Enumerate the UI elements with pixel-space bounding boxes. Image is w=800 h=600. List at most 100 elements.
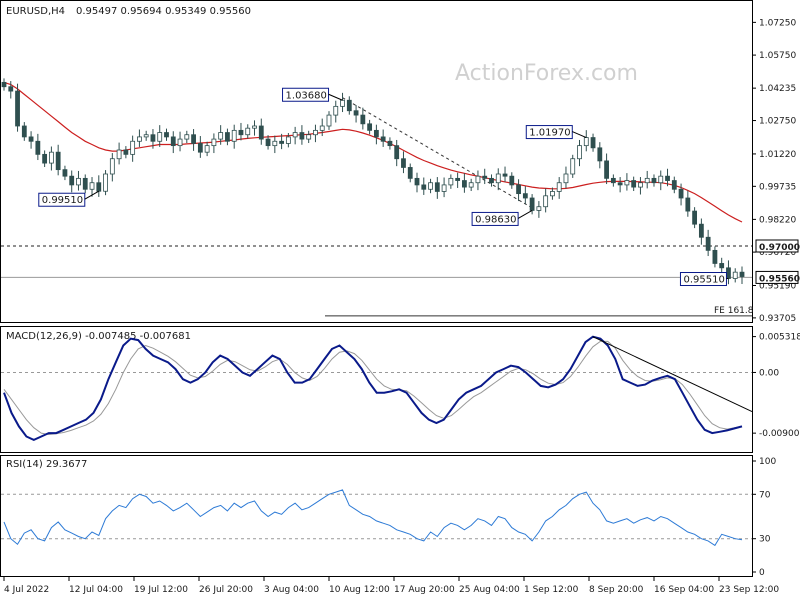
level-label-1: 0.95560 [759,274,800,284]
candle-body-41 [279,140,284,144]
macd-panel-frame [0,326,753,453]
candle-body-52 [353,110,359,116]
candle-body-69 [468,182,474,188]
candle-body-51 [346,99,352,112]
candle-body-108 [732,271,738,279]
candle-body-106 [719,263,725,269]
candle-body-46 [313,129,318,136]
rsi-tick-label-0: 100 [759,457,776,467]
candle-body-94 [638,182,643,188]
candle-body-38 [258,125,264,140]
candle-body-36 [245,127,251,136]
annotation-label-0: 0.99510 [42,195,83,206]
macd-lines [1,335,753,441]
level-box-0 [755,239,799,253]
rsi-tick-label-3: 0 [759,568,765,578]
price-panel-frame [0,0,753,323]
candle-body-82 [556,182,562,192]
candle-body-73 [495,173,501,184]
candle-body-93 [631,180,637,188]
price-tick-label-0: 1.07250 [759,18,796,28]
candle-body-56 [380,136,386,142]
rsi-panel-frame [0,455,753,577]
price-tick-label-6: 0.98220 [759,215,796,225]
candle-body-65 [441,184,447,192]
candle-body-59 [401,158,406,168]
candle-body-44 [299,132,305,140]
price-tick-label-3: 1.02750 [759,117,796,127]
candle-body-17 [116,149,122,160]
x-tick-label-11: 23 Sep 12:00 [719,585,779,595]
candle-body-86 [583,137,589,147]
candle-body-0 [1,81,7,88]
candle-body-15 [103,173,108,192]
candle-body-91 [617,182,623,186]
candle-body-70 [475,175,481,184]
candle-body-37 [252,125,257,129]
rsi-tick-label-2: 30 [759,535,771,545]
candle-body-54 [367,123,373,131]
candle-body-21 [143,134,149,138]
candle-body-30 [204,145,210,153]
level-box-1 [755,270,799,284]
candle-body-24 [164,132,169,138]
annotation-label-4: 0.95510 [683,275,724,286]
candle-body-8 [55,151,61,171]
candle-body-11 [76,177,81,186]
x-tick-label-8: 1 Sep 12:00 [524,585,579,595]
candle-body-18 [123,149,129,155]
candle-body-33 [225,132,230,142]
candle-body-92 [624,180,630,186]
candle-body-47 [319,125,325,131]
candle-body-104 [705,236,711,251]
level-label-0: 0.97000 [759,243,800,253]
candle-body-50 [340,99,345,107]
candle-body-35 [238,129,244,136]
macd-title: MACD(12,26,9) -0.007485 -0.007681 [6,331,191,342]
candle-body-9 [62,169,68,177]
candle-body-107 [726,267,731,279]
candle-body-6 [42,153,48,164]
candle-body-97 [658,175,664,184]
rsi-tick-label-1: 70 [759,490,771,500]
candle-body-12 [82,177,88,190]
candle-body-61 [414,177,420,186]
price-annotations: 0.99510 1.03680 0.98630 1.01970 0.95510 [38,87,729,287]
candle-body-63 [428,182,433,190]
watermark-text: ActionForex.com [455,61,638,86]
candle-body-84 [570,158,576,175]
x-tick-label-9: 8 Sep 20:00 [589,585,644,595]
x-tick-label-6: 17 Aug 20:00 [394,585,455,595]
rsi-lines [1,489,752,547]
candle-body-2 [15,90,20,127]
candle-body-49 [333,105,339,116]
fe-label: FE 161.8 [714,306,754,316]
candle-body-71 [482,175,488,179]
annotation-leader-3 [572,131,587,139]
candle-body-89 [604,160,609,179]
rsi-title: RSI(14) 29.3677 [6,459,87,470]
candle-body-96 [651,177,657,184]
candle-body-7 [48,151,54,164]
candle-body-74 [502,173,508,177]
price-tick-label-2: 1.04235 [759,84,796,94]
candle-body-1 [8,86,14,92]
rsi-line [3,489,743,547]
candle-body-98 [665,175,670,181]
candle-body-43 [292,132,298,138]
x-tick-label-1: 12 Jul 04:00 [69,585,123,595]
candle-body-25 [170,136,176,147]
candle-body-68 [462,180,467,188]
candle-body-3 [21,125,27,138]
candle-body-4 [28,136,34,142]
candle-body-60 [407,167,413,179]
candle-body-45 [306,134,312,140]
price-tick-label-9: 0.93705 [759,314,796,324]
annotation-label-2: 0.98630 [475,214,516,225]
candle-body-16 [109,158,115,175]
x-tick-label-10: 16 Sep 04:00 [654,585,714,595]
candle-body-87 [590,137,596,149]
price-trendline [342,97,533,209]
